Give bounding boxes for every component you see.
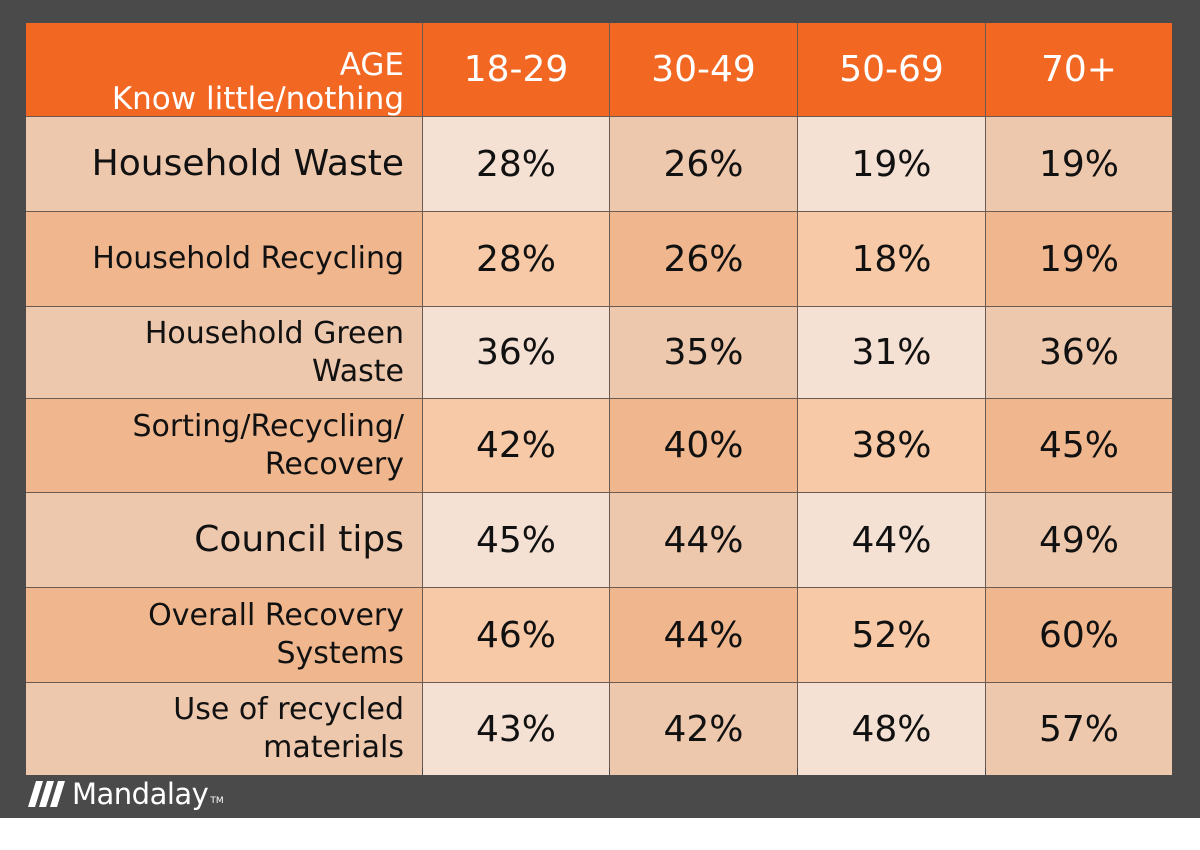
column-header: 50-69	[798, 23, 985, 116]
table-cell: 49%	[986, 493, 1172, 587]
table-cell: 45%	[423, 493, 609, 587]
corner-header-line-1: AGE	[339, 47, 404, 83]
row-label: Council tips	[26, 493, 422, 587]
table-cell: 44%	[798, 493, 985, 587]
column-header: 70+	[986, 23, 1172, 116]
table-cell: 48%	[798, 683, 985, 775]
table-cell: 26%	[610, 117, 797, 211]
table-cell: 19%	[986, 117, 1172, 211]
table-cell: 43%	[423, 683, 609, 775]
table-cell: 44%	[610, 588, 797, 682]
row-label: Household Recycling	[26, 212, 422, 306]
table-cell: 31%	[798, 307, 985, 398]
table-cell: 19%	[986, 212, 1172, 306]
table-cell: 18%	[798, 212, 985, 306]
table-cell: 46%	[423, 588, 609, 682]
table-cell: 60%	[986, 588, 1172, 682]
table-cell: 36%	[423, 307, 609, 398]
table-cell: 57%	[986, 683, 1172, 775]
data-table: AGE Know little/nothing 18-29 30-49 50-6…	[26, 23, 1172, 775]
corner-header-line-2: Know little/nothing	[111, 81, 404, 117]
table-cell: 28%	[423, 117, 609, 211]
table-cell: 52%	[798, 588, 985, 682]
trademark-mark: TM	[210, 796, 224, 806]
column-header: 30-49	[610, 23, 797, 116]
row-label: Overall Recovery Systems	[26, 588, 422, 682]
table-cell: 26%	[610, 212, 797, 306]
mandalay-slashes-icon	[28, 781, 65, 807]
mandalay-logo: Mandalay TM	[28, 776, 224, 812]
logo-wordmark: Mandalay	[72, 777, 209, 811]
corner-header: AGE Know little/nothing	[26, 23, 422, 116]
table-cell: 44%	[610, 493, 797, 587]
row-label: Household Green Waste	[26, 307, 422, 398]
table-cell: 45%	[986, 399, 1172, 492]
table-cell: 36%	[986, 307, 1172, 398]
row-label: Use of recycled materials	[26, 683, 422, 775]
table-cell: 42%	[610, 683, 797, 775]
table-cell: 28%	[423, 212, 609, 306]
table-cell: 40%	[610, 399, 797, 492]
row-label: Household Waste	[26, 117, 422, 211]
chart-frame: AGE Know little/nothing 18-29 30-49 50-6…	[0, 0, 1200, 818]
table-cell: 35%	[610, 307, 797, 398]
column-header: 18-29	[423, 23, 609, 116]
table-cell: 38%	[798, 399, 985, 492]
table-cell: 19%	[798, 117, 985, 211]
table-cell: 42%	[423, 399, 609, 492]
row-label: Sorting/Recycling/ Recovery	[26, 399, 422, 492]
